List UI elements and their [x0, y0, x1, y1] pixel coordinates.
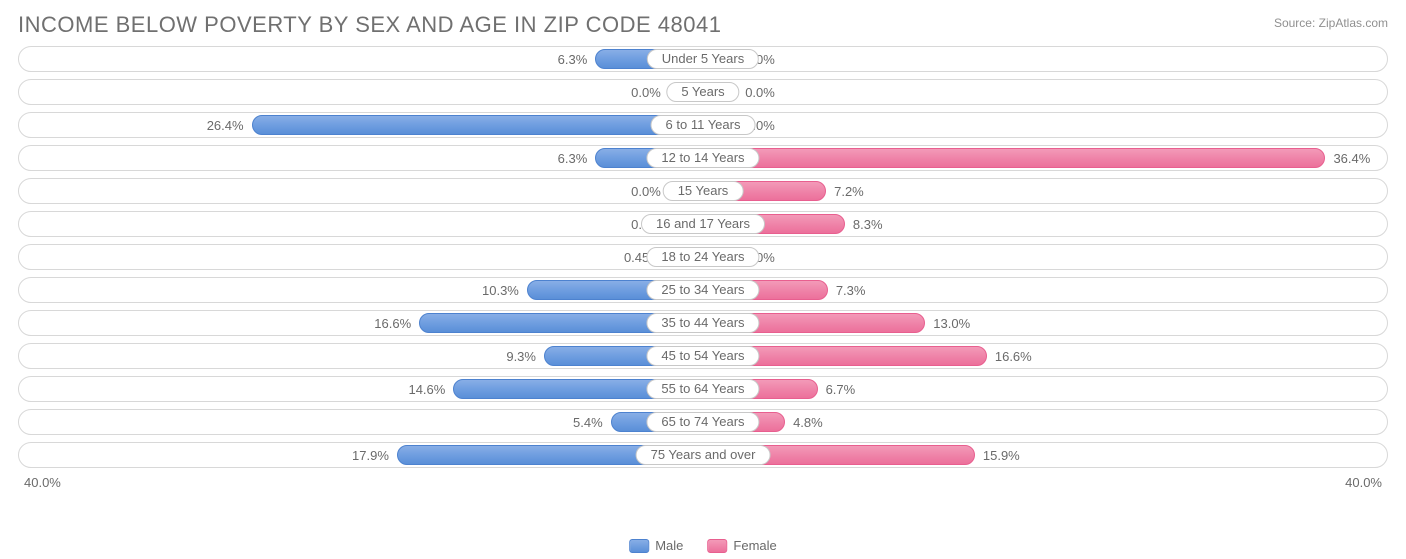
- female-value-label: 7.3%: [836, 278, 866, 304]
- axis-max-right: 40.0%: [1345, 475, 1382, 490]
- male-value-label: 5.4%: [573, 410, 603, 436]
- male-value-label: 26.4%: [207, 113, 244, 139]
- category-label: 35 to 44 Years: [646, 313, 759, 333]
- chart-row: 0.0%0.0%5 Years: [18, 79, 1388, 105]
- male-swatch-icon: [629, 539, 649, 553]
- male-value-label: 6.3%: [558, 146, 588, 172]
- category-label: 65 to 74 Years: [646, 412, 759, 432]
- chart-title: INCOME BELOW POVERTY BY SEX AND AGE IN Z…: [18, 12, 721, 38]
- male-bar: [252, 115, 703, 135]
- chart-row: 6.3%0.0%Under 5 Years: [18, 46, 1388, 72]
- chart-row: 26.4%0.0%6 to 11 Years: [18, 112, 1388, 138]
- male-value-label: 17.9%: [352, 443, 389, 469]
- female-value-label: 36.4%: [1333, 146, 1370, 172]
- butterfly-chart: 6.3%0.0%Under 5 Years0.0%0.0%5 Years26.4…: [18, 46, 1388, 468]
- male-value-label: 14.6%: [408, 377, 445, 403]
- female-value-label: 8.3%: [853, 212, 883, 238]
- category-label: 18 to 24 Years: [646, 247, 759, 267]
- legend-male: Male: [629, 538, 683, 553]
- male-value-label: 16.6%: [374, 311, 411, 337]
- male-value-label: 0.0%: [631, 179, 661, 205]
- chart-row: 17.9% 15.9% 75 Years and over: [18, 442, 1388, 468]
- female-value-label: 0.0%: [745, 80, 775, 106]
- male-value-label: 6.3%: [558, 47, 588, 73]
- legend-male-label: Male: [655, 538, 683, 553]
- chart-row: 10.3% 7.3% 25 to 34 Years: [18, 277, 1388, 303]
- legend: Male Female: [629, 538, 777, 553]
- female-bar: [703, 148, 1325, 168]
- category-label: 75 Years and over: [636, 445, 771, 465]
- chart-row: 16.6% 13.0% 35 to 44 Years: [18, 310, 1388, 336]
- x-axis: 40.0% 40.0%: [18, 475, 1388, 490]
- legend-female-label: Female: [733, 538, 776, 553]
- legend-female: Female: [707, 538, 776, 553]
- chart-row: 5.4% 4.8% 65 to 74 Years: [18, 409, 1388, 435]
- category-label: 6 to 11 Years: [651, 115, 756, 135]
- category-label: Under 5 Years: [647, 49, 759, 69]
- chart-row: 9.3% 16.6% 45 to 54 Years: [18, 343, 1388, 369]
- category-label: 55 to 64 Years: [646, 379, 759, 399]
- female-value-label: 13.0%: [933, 311, 970, 337]
- female-value-label: 6.7%: [826, 377, 856, 403]
- female-value-label: 16.6%: [995, 344, 1032, 370]
- category-label: 15 Years: [663, 181, 744, 201]
- female-swatch-icon: [707, 539, 727, 553]
- axis-max-left: 40.0%: [24, 475, 61, 490]
- chart-row: 0.45%0.0%18 to 24 Years: [18, 244, 1388, 270]
- category-label: 25 to 34 Years: [646, 280, 759, 300]
- source-attribution: Source: ZipAtlas.com: [1274, 16, 1388, 30]
- chart-row: 0.0%8.3%16 and 17 Years: [18, 211, 1388, 237]
- chart-row: 6.3% 36.4% 12 to 14 Years: [18, 145, 1388, 171]
- female-value-label: 15.9%: [983, 443, 1020, 469]
- category-label: 5 Years: [666, 82, 739, 102]
- category-label: 12 to 14 Years: [646, 148, 759, 168]
- category-label: 16 and 17 Years: [641, 214, 765, 234]
- chart-row: 14.6% 6.7% 55 to 64 Years: [18, 376, 1388, 402]
- category-label: 45 to 54 Years: [646, 346, 759, 366]
- male-value-label: 9.3%: [506, 344, 536, 370]
- female-value-label: 7.2%: [834, 179, 864, 205]
- male-value-label: 0.0%: [631, 80, 661, 106]
- chart-row: 0.0% 7.2% 15 Years: [18, 178, 1388, 204]
- female-value-label: 4.8%: [793, 410, 823, 436]
- male-value-label: 10.3%: [482, 278, 519, 304]
